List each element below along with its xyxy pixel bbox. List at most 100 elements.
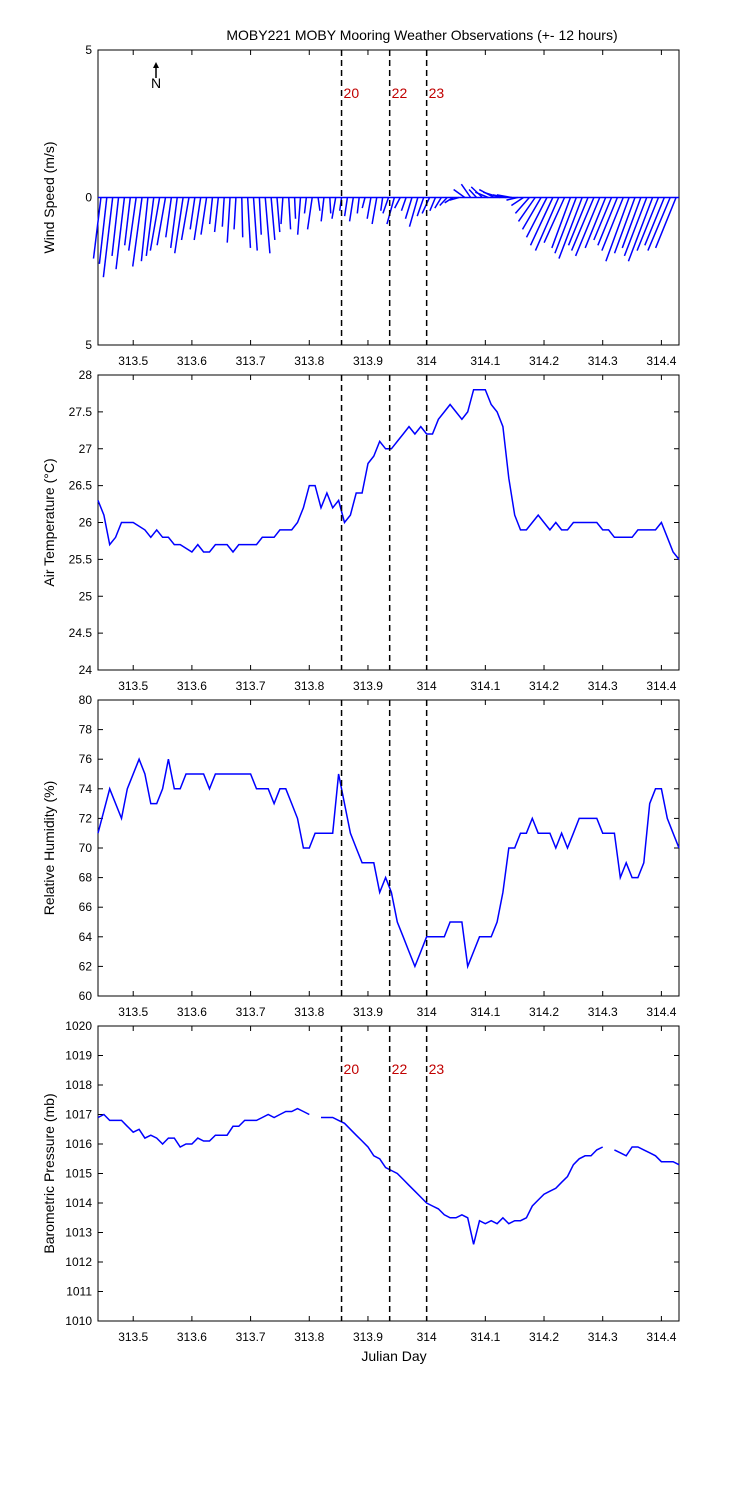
wind-vector bbox=[252, 197, 258, 251]
wind-vector bbox=[145, 197, 155, 257]
wind-vector bbox=[543, 197, 566, 243]
x-tick-label: 314.4 bbox=[646, 354, 676, 368]
plot-frame bbox=[97, 699, 680, 997]
x-tick-label: 314.2 bbox=[529, 1330, 559, 1344]
wind-vector bbox=[226, 197, 231, 243]
wind-vector bbox=[558, 197, 583, 259]
wind-vector bbox=[567, 197, 589, 246]
wind-vector bbox=[627, 197, 654, 262]
plot-frame bbox=[97, 1025, 680, 1322]
wind-vector bbox=[529, 197, 554, 246]
series-line bbox=[614, 1146, 680, 1166]
series-line bbox=[97, 757, 680, 970]
wind-vector bbox=[429, 197, 437, 212]
wind-vector bbox=[521, 197, 542, 230]
wind-vector bbox=[98, 197, 108, 264]
y-tick-label: 1018 bbox=[65, 1078, 92, 1092]
wind-vector bbox=[366, 197, 372, 219]
x-tick-label: 313.8 bbox=[294, 1330, 324, 1344]
y-tick-label: 27.5 bbox=[69, 405, 93, 419]
y-tick-label: 70 bbox=[79, 841, 93, 855]
wind-vector bbox=[601, 197, 624, 251]
x-tick-label: 313.9 bbox=[353, 1330, 383, 1344]
x-tick-label: 314.1 bbox=[470, 1330, 500, 1344]
wind-vector bbox=[416, 197, 425, 217]
y-axis-label: Relative Humidity (%) bbox=[41, 781, 57, 916]
y-tick-label: 28 bbox=[79, 368, 93, 382]
x-tick-label: 313.6 bbox=[177, 679, 207, 693]
y-tick-label: 25.5 bbox=[69, 552, 93, 566]
wind-vector bbox=[647, 197, 671, 251]
x-tick-label: 314.3 bbox=[588, 679, 618, 693]
wind-vector bbox=[570, 197, 595, 251]
wind-vector bbox=[123, 197, 132, 246]
wind-vector bbox=[213, 197, 220, 233]
wind-vector bbox=[613, 197, 636, 254]
y-tick-label: 24.5 bbox=[69, 626, 93, 640]
event-label: 23 bbox=[429, 1061, 445, 1077]
y-tick-label: 72 bbox=[79, 811, 93, 825]
y-tick-label: 26 bbox=[79, 516, 93, 530]
y-tick-label: 1011 bbox=[66, 1285, 92, 1299]
wind-vector bbox=[264, 197, 271, 254]
y-tick-label: 66 bbox=[79, 900, 93, 914]
wind-vector bbox=[331, 197, 337, 219]
x-tick-label: 314.2 bbox=[529, 679, 559, 693]
y-tick-label: 1012 bbox=[65, 1255, 92, 1269]
panel-3: 313.5 313.6 313.7 313.8 313.9 314 314.1 314.2 31… bbox=[41, 693, 680, 1019]
y-tick-label: 25 bbox=[79, 589, 93, 603]
wind-vector bbox=[654, 197, 677, 249]
wind-vector bbox=[189, 197, 196, 230]
x-tick-label: 313.7 bbox=[236, 679, 266, 693]
wind-vector bbox=[514, 197, 530, 214]
x-tick-label: 313.6 bbox=[177, 1330, 207, 1344]
y-axis-label: Wind Speed (m/s) bbox=[41, 141, 57, 253]
y-tick-label: 1013 bbox=[65, 1226, 92, 1240]
wind-vector bbox=[221, 197, 225, 227]
wind-vector bbox=[517, 197, 536, 222]
x-tick-label: 314 bbox=[417, 1330, 437, 1344]
x-tick-label: 313.9 bbox=[353, 679, 383, 693]
series-line bbox=[321, 1116, 604, 1245]
y-tick-label: 62 bbox=[79, 959, 93, 973]
x-tick-label: 314.1 bbox=[470, 679, 500, 693]
panel-2: 313.5 313.6 313.7 313.8 313.9 314 314.1 314.2 31… bbox=[41, 368, 680, 693]
y-tick-label: 68 bbox=[79, 871, 93, 885]
y-tick-label: 76 bbox=[79, 752, 93, 766]
wind-vector bbox=[474, 191, 489, 199]
y-tick-label: 1020 bbox=[65, 1019, 92, 1033]
y-tick-label: 5 bbox=[85, 338, 92, 352]
y-tick-label: 60 bbox=[79, 989, 93, 1003]
y-axis-label: Air Temperature (°C) bbox=[41, 458, 57, 586]
wind-vector bbox=[115, 197, 126, 270]
panels: 313.5 313.6 313.7 313.8 313.9 314 314.1 314.2 31… bbox=[41, 43, 680, 1344]
wind-vector bbox=[593, 197, 613, 241]
wind-vector bbox=[444, 196, 454, 204]
y-tick-label: 1016 bbox=[65, 1137, 92, 1151]
wind-vector bbox=[246, 197, 252, 248]
x-tick-label: 313.8 bbox=[294, 354, 324, 368]
wind-vector bbox=[621, 197, 642, 249]
wind-vector bbox=[468, 189, 478, 199]
wind-vector bbox=[551, 197, 572, 249]
wind-vector bbox=[348, 197, 355, 222]
y-axis-label: Barometric Pressure (mb) bbox=[41, 1093, 57, 1253]
wind-vector bbox=[439, 196, 448, 206]
x-tick-label: 314.4 bbox=[646, 1005, 676, 1019]
x-tick-label: 313.9 bbox=[353, 354, 383, 368]
wind-vector bbox=[483, 191, 501, 199]
wind-vector bbox=[623, 197, 648, 257]
series-line bbox=[97, 1107, 310, 1148]
wind-vector bbox=[193, 197, 202, 241]
wind-vector bbox=[644, 197, 666, 246]
wind-vector bbox=[584, 197, 607, 249]
wind-vector bbox=[180, 197, 190, 241]
wind-vector bbox=[149, 197, 161, 251]
wind-vector bbox=[525, 197, 548, 238]
wind-vector bbox=[317, 197, 321, 211]
wind-vector bbox=[492, 194, 507, 199]
wind-vector bbox=[404, 197, 413, 219]
wind-vector bbox=[356, 197, 360, 214]
wind-vector bbox=[510, 196, 524, 207]
